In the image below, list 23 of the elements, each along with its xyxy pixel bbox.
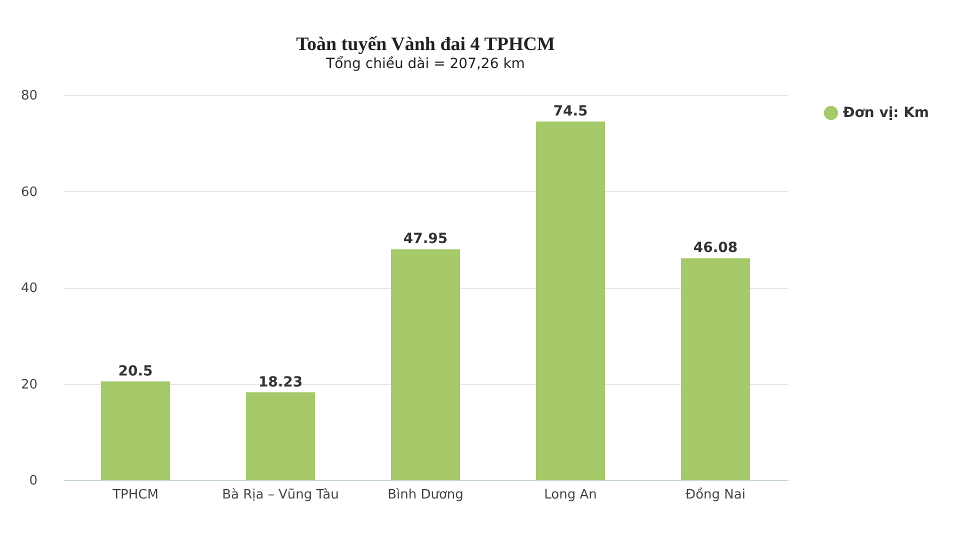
bar (101, 381, 170, 480)
chart-subtitle: Tổng chiều dài = 207,26 km (325, 55, 525, 72)
x-tick-label: Long An (544, 488, 597, 502)
x-tick-label: Bình Dương (388, 488, 464, 502)
y-tick-label: 60 (20, 184, 38, 200)
y-tick-label: 40 (20, 281, 38, 296)
bar (246, 392, 315, 480)
data-label: 18.23 (258, 374, 303, 390)
y-tick-label: 0 (29, 474, 38, 488)
bar (391, 249, 460, 480)
data-label: 46.08 (693, 240, 738, 256)
data-label: 74.5 (553, 103, 588, 120)
bar (536, 121, 605, 480)
x-tick-label: Đồng Nai (686, 486, 746, 502)
x-tick-label: TPHCM (112, 488, 158, 502)
bar (681, 258, 750, 480)
y-tick-label: 80 (20, 88, 38, 104)
data-label: 47.95 (403, 231, 448, 248)
chart-title: Toàn tuyến Vành đai 4 TPHCM (296, 34, 555, 55)
y-tick-label: 20 (20, 377, 38, 392)
x-tick-label: Bà Rịa – Vũng Tàu (222, 488, 339, 502)
legend-label: Đơn vị: Km (843, 105, 930, 121)
data-label: 20.5 (118, 363, 153, 380)
